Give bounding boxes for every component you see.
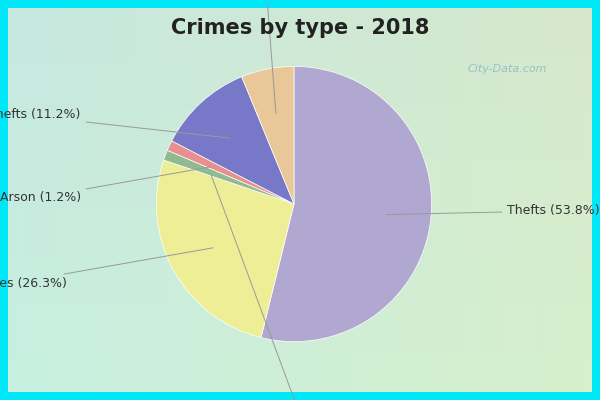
Text: Rapes (1.2%): Rapes (1.2%) [211,175,343,400]
Text: City-Data.com: City-Data.com [468,64,548,74]
Text: Assaults (6.2%): Assaults (6.2%) [218,0,315,114]
Wedge shape [172,77,294,204]
Wedge shape [242,66,294,204]
Text: Auto thefts (11.2%): Auto thefts (11.2%) [0,108,230,138]
Wedge shape [164,150,294,204]
Text: Thefts (53.8%): Thefts (53.8%) [386,204,600,217]
Text: Crimes by type - 2018: Crimes by type - 2018 [171,18,429,38]
Wedge shape [261,66,431,342]
Text: Burglaries (26.3%): Burglaries (26.3%) [0,248,213,290]
Wedge shape [157,160,294,338]
Text: Arson (1.2%): Arson (1.2%) [0,167,210,204]
Wedge shape [167,141,294,204]
